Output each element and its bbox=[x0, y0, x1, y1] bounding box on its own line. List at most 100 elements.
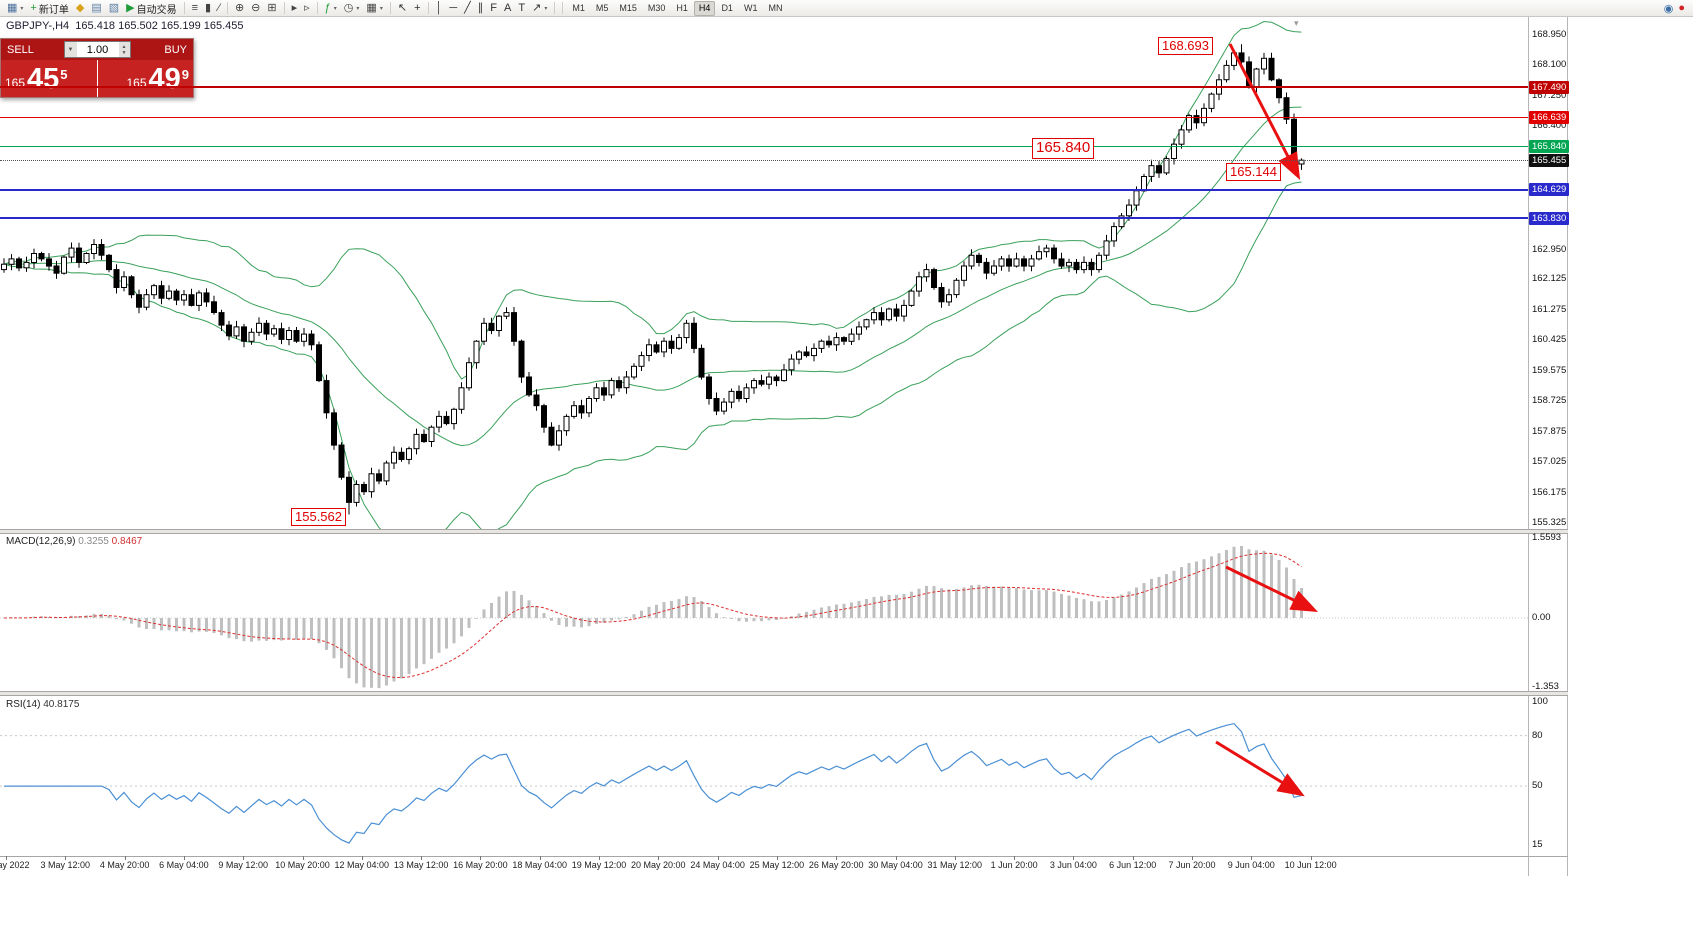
timeframe-m15-button[interactable]: M15 bbox=[619, 2, 637, 13]
templates-icon: ▦ bbox=[366, 1, 377, 14]
timeframe-m5-button[interactable]: M5 bbox=[595, 2, 609, 13]
toolbar-separator bbox=[226, 2, 228, 14]
trade-panel-price-row: 165 45 5 165 49 9 bbox=[1, 60, 193, 97]
price-annotation[interactable]: 165.840 bbox=[1032, 138, 1095, 159]
periods-icon[interactable]: ◷ ▾ bbox=[341, 1, 363, 16]
indicators-icon[interactable]: ƒ ▾ bbox=[322, 1, 340, 16]
time-axis-label: 3 May 2022 bbox=[0, 860, 30, 870]
time-axis-label: 3 Jun 04:00 bbox=[1049, 860, 1097, 870]
macd-indicator-label: MACD(12,26,9) 0.3255 0.8467 bbox=[6, 536, 142, 547]
line-chart-type-icon[interactable]: ∕ bbox=[215, 1, 223, 16]
macd-rsi-splitter[interactable] bbox=[0, 691, 1568, 696]
candlestick-type-icon[interactable]: ▮ bbox=[202, 1, 214, 16]
timeframe-d1-button[interactable]: D1 bbox=[721, 2, 733, 13]
price-axis-label: 161.275 bbox=[1532, 303, 1567, 315]
price-annotation[interactable]: 165.144 bbox=[1226, 163, 1281, 182]
volume-dropdown-caret-icon[interactable]: ▼ bbox=[64, 42, 77, 57]
vertical-line-icon[interactable]: │ bbox=[433, 1, 446, 16]
notifications-icon[interactable]: ● bbox=[1678, 1, 1685, 14]
volume-stepper[interactable]: ▲ ▼ bbox=[118, 42, 130, 57]
sell-price-button[interactable]: 165 45 5 bbox=[1, 60, 97, 97]
dropdown-caret-icon: ▾ bbox=[333, 5, 337, 12]
price-axis-label: 160.425 bbox=[1532, 334, 1567, 346]
timeframe-m30-button[interactable]: M30 bbox=[647, 2, 666, 13]
time-axis-tick bbox=[124, 856, 126, 860]
buy-price-button[interactable]: 165 49 9 bbox=[97, 60, 193, 97]
arrows-tool-icon[interactable]: ↗ ▾ bbox=[529, 1, 550, 16]
zoom-out-icon[interactable]: ⊖ bbox=[248, 1, 263, 16]
crosshair-icon[interactable]: + bbox=[411, 1, 423, 16]
price-level-badge: 164.629 bbox=[1529, 183, 1570, 197]
time-axis-label: 10 Jun 12:00 bbox=[1284, 860, 1337, 870]
auto-scroll-icon[interactable]: ▸ bbox=[289, 1, 301, 16]
timeframe-h1-button[interactable]: H1 bbox=[676, 2, 688, 13]
fibonacci-icon[interactable]: F bbox=[487, 1, 500, 16]
horizontal-line-object[interactable] bbox=[0, 145, 1528, 147]
main-macd-splitter[interactable] bbox=[0, 529, 1568, 534]
price-annotation[interactable]: 155.562 bbox=[291, 508, 346, 527]
chart-shift-icon: ▹ bbox=[304, 1, 310, 14]
rsi-axis-label: 50 bbox=[1532, 780, 1543, 792]
macd-signal-value: 0.8467 bbox=[111, 536, 143, 547]
price-axis-label: 157.025 bbox=[1532, 456, 1567, 468]
cursor-icon[interactable]: ↖ bbox=[395, 1, 410, 16]
sell-button[interactable]: SELL bbox=[7, 43, 34, 56]
price-axis-label: 159.575 bbox=[1532, 364, 1567, 376]
autotrading-button[interactable]: ▶ 自动交易 bbox=[123, 1, 179, 16]
channel-icon[interactable]: ∥ bbox=[475, 1, 487, 16]
buy-button[interactable]: BUY bbox=[164, 43, 187, 56]
volume-input[interactable]: 1.00 bbox=[86, 43, 109, 56]
rsi-indicator-label: RSI(14) 40.8175 bbox=[6, 699, 79, 710]
time-axis-label: 9 May 12:00 bbox=[218, 860, 268, 870]
time-axis-tick bbox=[895, 856, 897, 860]
price-annotation[interactable]: 168.693 bbox=[1158, 37, 1213, 56]
time-axis-tick bbox=[1310, 856, 1312, 860]
time-axis-tick bbox=[954, 856, 956, 860]
metaeditor-icon[interactable]: ◆ bbox=[73, 1, 87, 16]
community-icon[interactable]: ◉ bbox=[1663, 2, 1674, 15]
bar-chart-type-icon[interactable]: ≡ bbox=[189, 1, 201, 16]
timeframe-h4-button[interactable]: H4 bbox=[693, 0, 716, 16]
periods-icon: ◷ bbox=[343, 1, 354, 14]
dropdown-caret-icon: ▾ bbox=[379, 5, 383, 12]
chart-shift-marker[interactable]: ▾ bbox=[1294, 18, 1299, 28]
dropdown-caret-icon: ▾ bbox=[20, 5, 24, 12]
time-axis-label: 20 May 20:00 bbox=[631, 860, 686, 870]
new-order-button[interactable]: + 新订单 bbox=[27, 1, 71, 16]
horizontal-line-object[interactable] bbox=[0, 86, 1528, 89]
time-axis-label: 31 May 12:00 bbox=[927, 860, 983, 870]
dropdown-caret-icon: ▾ bbox=[356, 5, 360, 12]
label-tool-icon[interactable]: T bbox=[515, 1, 528, 16]
toolbar-separator bbox=[283, 2, 285, 14]
text-tool-icon[interactable]: A bbox=[501, 1, 514, 16]
horizontal-line-icon[interactable]: ─ bbox=[446, 1, 460, 16]
horizontal-line-object[interactable] bbox=[0, 217, 1528, 220]
horizontal-line-object[interactable] bbox=[0, 117, 1528, 119]
new-chart-icon[interactable]: ▦ ▾ bbox=[4, 1, 26, 16]
time-axis-label: 26 May 20:00 bbox=[808, 860, 864, 870]
macd-axis-label: 0.00 bbox=[1532, 612, 1551, 623]
navigator-icon[interactable]: ▧ bbox=[106, 1, 122, 16]
timeframe-mn-button[interactable]: MN bbox=[768, 2, 783, 13]
symbol-ohlc-readout: GBPJPY-,H4 165.418 165.502 165.199 165.4… bbox=[6, 20, 244, 32]
tile-windows-icon[interactable]: ⊞ bbox=[264, 1, 279, 16]
navigator-icon: ▧ bbox=[108, 1, 120, 14]
time-axis-tick bbox=[599, 856, 600, 860]
price-axis-label: 156.175 bbox=[1532, 486, 1567, 498]
timeframe-m1-button[interactable]: M1 bbox=[572, 2, 585, 13]
label-tool-icon: T bbox=[518, 1, 526, 14]
time-axis-label: 10 May 20:00 bbox=[275, 860, 330, 870]
trendline-icon[interactable]: ╱ bbox=[461, 1, 474, 16]
templates-icon[interactable]: ▦ ▾ bbox=[363, 1, 385, 16]
market-watch-icon[interactable]: ▤ bbox=[88, 1, 104, 16]
text-tool-icon: A bbox=[504, 1, 512, 14]
candlestick-type-icon: ▮ bbox=[205, 1, 212, 14]
horizontal-line-object[interactable] bbox=[0, 188, 1528, 191]
zoom-in-icon[interactable]: ⊕ bbox=[232, 1, 247, 16]
time-axis-tick bbox=[658, 856, 660, 860]
timeframe-w1-button[interactable]: W1 bbox=[743, 2, 758, 13]
one-click-trade-panel: SELL ▼ 1.00 ▲ ▼ BUY 165 45 5 165 49 9 bbox=[0, 38, 194, 98]
trade-panel-divider bbox=[96, 60, 98, 97]
chart-shift-icon[interactable]: ▹ bbox=[301, 1, 313, 16]
